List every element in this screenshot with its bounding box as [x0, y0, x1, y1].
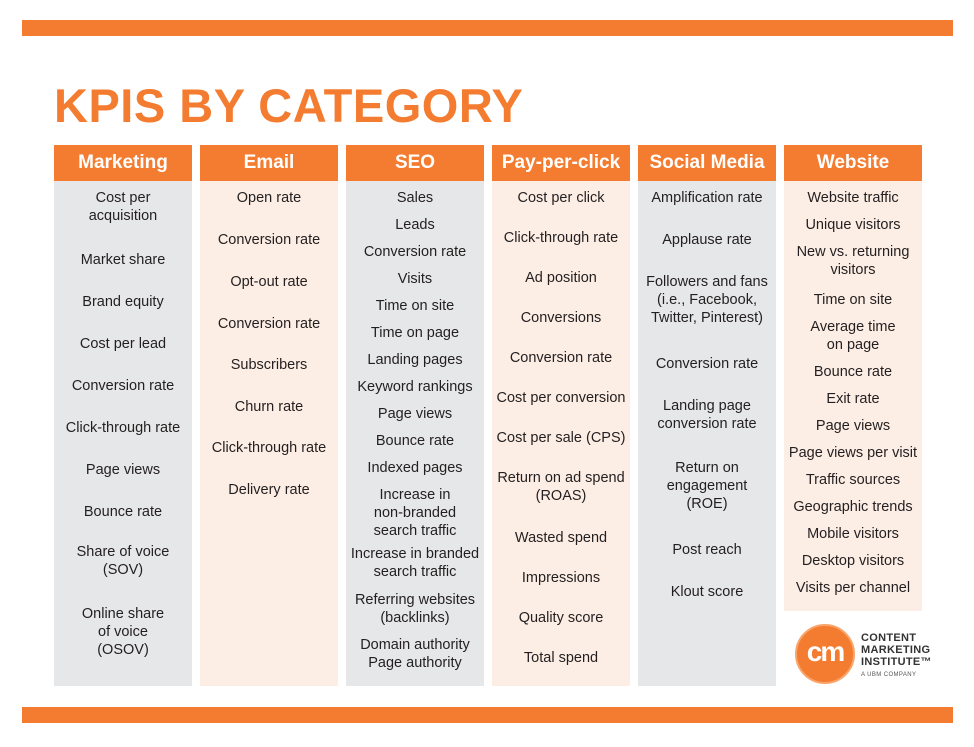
logo-subtitle: A UBM COMPANY [861, 672, 917, 678]
logo-wordmark: CONTENT MARKETING INSTITUTE™ [861, 632, 932, 668]
column-body: Amplification rate Applause rate Followers… [638, 181, 776, 686]
kpi-item: Subscribers [230, 357, 308, 373]
kpi-item: Traffic sources [805, 472, 901, 488]
kpi-item: Cost per acquisition [88, 190, 158, 224]
cmi-logo: cm CONTENT MARKETING INSTITUTE™ A UBM CO… [795, 624, 945, 688]
kpi-item: Indexed pages [367, 460, 463, 476]
column-website: Website Website traffic Unique visitors Ne… [784, 145, 922, 611]
kpi-item: Time on site [375, 298, 455, 314]
kpi-item: Mobile visitors [807, 526, 899, 542]
column-marketing: Marketing Cost per acquisition Market sha… [54, 145, 192, 686]
kpi-item: New vs. returning visitors [796, 244, 910, 278]
column-social-media: Social Media Amplification rate Applause … [638, 145, 776, 686]
kpi-item: Cost per conversion [496, 390, 626, 406]
kpi-item: Increase in branded search traffic [350, 546, 480, 580]
kpi-item: Website traffic [807, 190, 899, 206]
logo-line: CONTENT [861, 632, 917, 644]
kpi-item: Cost per click [517, 190, 605, 206]
kpi-item: Bounce rate [375, 433, 455, 449]
kpi-item: Time on site [813, 292, 893, 308]
kpi-item: Opt-out rate [230, 274, 308, 290]
kpi-item: Page views [85, 462, 161, 478]
column-header: Website [784, 145, 922, 181]
kpi-item: Referring websites (backlinks) [354, 592, 476, 626]
logo-line: MARKETING [861, 644, 931, 656]
logo-mark: cm [806, 636, 845, 667]
kpi-item: Return on ad spend (ROAS) [497, 470, 625, 504]
logo-circle-icon [795, 624, 855, 684]
kpi-item: Online share of voice (OSOV) [81, 606, 165, 658]
kpi-item: Impressions [521, 570, 601, 586]
kpi-item: Conversion rate [363, 244, 467, 260]
column-header: Marketing [54, 145, 192, 181]
kpi-item: Conversion rate [655, 356, 759, 372]
kpi-item: Return on engagement (ROE) [666, 460, 748, 512]
kpi-item: Bounce rate [813, 364, 893, 380]
kpi-item: Cost per sale (CPS) [496, 430, 626, 446]
kpi-item: Brand equity [82, 294, 164, 310]
kpi-item: Ad position [525, 270, 597, 286]
kpi-item: Visits per channel [795, 580, 911, 596]
kpi-item: Conversion rate [71, 378, 175, 394]
column-pay-per-click: Pay-per-click Cost per click Click-throug… [492, 145, 630, 686]
column-body: Open rate Conversion rate Opt-out rate Conv… [200, 181, 338, 686]
kpi-item: Sales [396, 190, 434, 206]
kpi-item: Amplification rate [651, 190, 763, 206]
kpi-item: Time on page [370, 325, 460, 341]
kpi-item: Landing page conversion rate [657, 398, 757, 432]
kpi-item: Conversion rate [217, 232, 321, 248]
kpi-item: Conversions [520, 310, 602, 326]
kpi-item: Quality score [518, 610, 604, 626]
kpi-item: Conversion rate [509, 350, 613, 366]
column-body: Sales Leads Conversion rate Visits Time on s… [346, 181, 484, 686]
column-body: Website traffic Unique visitors New vs. re… [784, 181, 922, 611]
kpi-item: Click-through rate [65, 420, 181, 436]
kpi-item: Applause rate [662, 232, 752, 248]
kpi-item: Post reach [672, 542, 742, 558]
kpi-item: Click-through rate [211, 440, 327, 456]
kpi-item: Cost per lead [79, 336, 167, 352]
kpi-item: Bounce rate [83, 504, 163, 520]
kpi-item: Market share [80, 252, 166, 268]
kpi-item: Conversion rate [217, 316, 321, 332]
kpi-item: Page views [815, 418, 891, 434]
logo-line: INSTITUTE™ [861, 656, 932, 668]
column-header: Social Media [638, 145, 776, 181]
kpi-item: Landing pages [367, 352, 463, 368]
page-title: KPIS BY CATEGORY [54, 79, 524, 132]
kpi-item: Unique visitors [805, 217, 901, 233]
column-email: Email Open rate Conversion rate Opt-out ra… [200, 145, 338, 686]
kpi-item: Click-through rate [503, 230, 619, 246]
kpi-item: Geographic trends [793, 499, 913, 515]
top-accent-bar [22, 20, 953, 36]
kpi-item: Average time on page [810, 319, 896, 353]
kpi-item: Wasted spend [514, 530, 608, 546]
kpi-item: Page views per visit [788, 445, 918, 461]
column-body: Cost per acquisition Market share Brand eq… [54, 181, 192, 686]
kpi-item: Visits [397, 271, 433, 287]
column-seo: SEO Sales Leads Conversion rate Visits Time … [346, 145, 484, 686]
kpi-item: Followers and fans (i.e., Facebook, Twit… [646, 274, 768, 326]
kpi-item: Page views [377, 406, 453, 422]
kpi-item: Share of voice (SOV) [76, 544, 170, 578]
kpi-item: Open rate [236, 190, 302, 206]
kpi-item: Delivery rate [228, 482, 310, 498]
kpi-item: Increase in non-branded search traffic [373, 487, 457, 539]
kpi-item: Churn rate [234, 399, 304, 415]
kpi-item: Leads [395, 217, 435, 233]
column-body: Cost per click Click-through rate Ad posit… [492, 181, 630, 686]
kpi-item: Domain authority Page authority [360, 637, 470, 671]
kpi-item: Keyword rankings [357, 379, 473, 395]
kpi-item: Exit rate [826, 391, 880, 407]
column-header: Email [200, 145, 338, 181]
kpi-item: Klout score [670, 584, 744, 600]
column-header: SEO [346, 145, 484, 181]
column-header: Pay-per-click [492, 145, 630, 181]
kpi-item: Desktop visitors [801, 553, 905, 569]
bottom-accent-bar [22, 707, 953, 723]
kpi-item: Total spend [523, 650, 599, 666]
